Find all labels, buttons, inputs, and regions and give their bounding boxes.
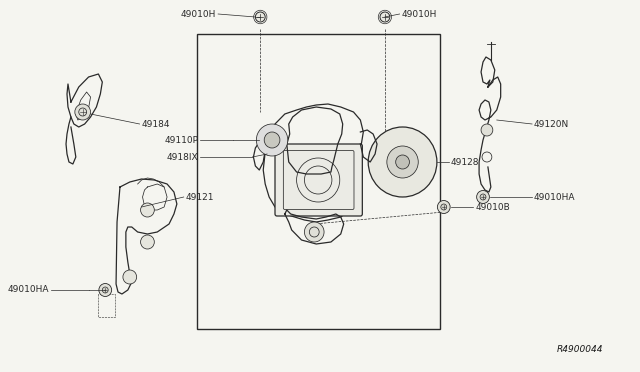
FancyBboxPatch shape	[275, 144, 362, 216]
Circle shape	[437, 201, 450, 214]
Text: 49010H: 49010H	[180, 10, 216, 19]
Circle shape	[99, 283, 111, 296]
Circle shape	[102, 287, 108, 293]
Circle shape	[396, 155, 410, 169]
Circle shape	[141, 203, 154, 217]
Circle shape	[481, 124, 493, 136]
Text: 49010HA: 49010HA	[8, 285, 49, 295]
Text: 49010H: 49010H	[401, 10, 437, 19]
Text: 49184: 49184	[141, 119, 170, 128]
Circle shape	[264, 132, 280, 148]
Circle shape	[380, 12, 390, 22]
Circle shape	[305, 222, 324, 242]
Circle shape	[123, 270, 137, 284]
Circle shape	[477, 190, 490, 203]
Circle shape	[480, 194, 486, 200]
Circle shape	[441, 204, 447, 210]
Text: 49128: 49128	[451, 157, 479, 167]
Bar	[198, 34, 440, 329]
Text: 4918IX: 4918IX	[167, 153, 198, 161]
Text: 49010B: 49010B	[475, 202, 510, 212]
Text: 49120N: 49120N	[534, 119, 570, 128]
Text: 49010HA: 49010HA	[534, 192, 575, 202]
Circle shape	[368, 127, 437, 197]
Text: 49121: 49121	[186, 192, 214, 202]
Circle shape	[255, 12, 265, 22]
Text: 49110P: 49110P	[164, 135, 198, 144]
Circle shape	[75, 104, 90, 120]
Circle shape	[141, 235, 154, 249]
Text: R4900044: R4900044	[557, 346, 603, 355]
Circle shape	[387, 146, 419, 178]
Circle shape	[257, 124, 288, 156]
